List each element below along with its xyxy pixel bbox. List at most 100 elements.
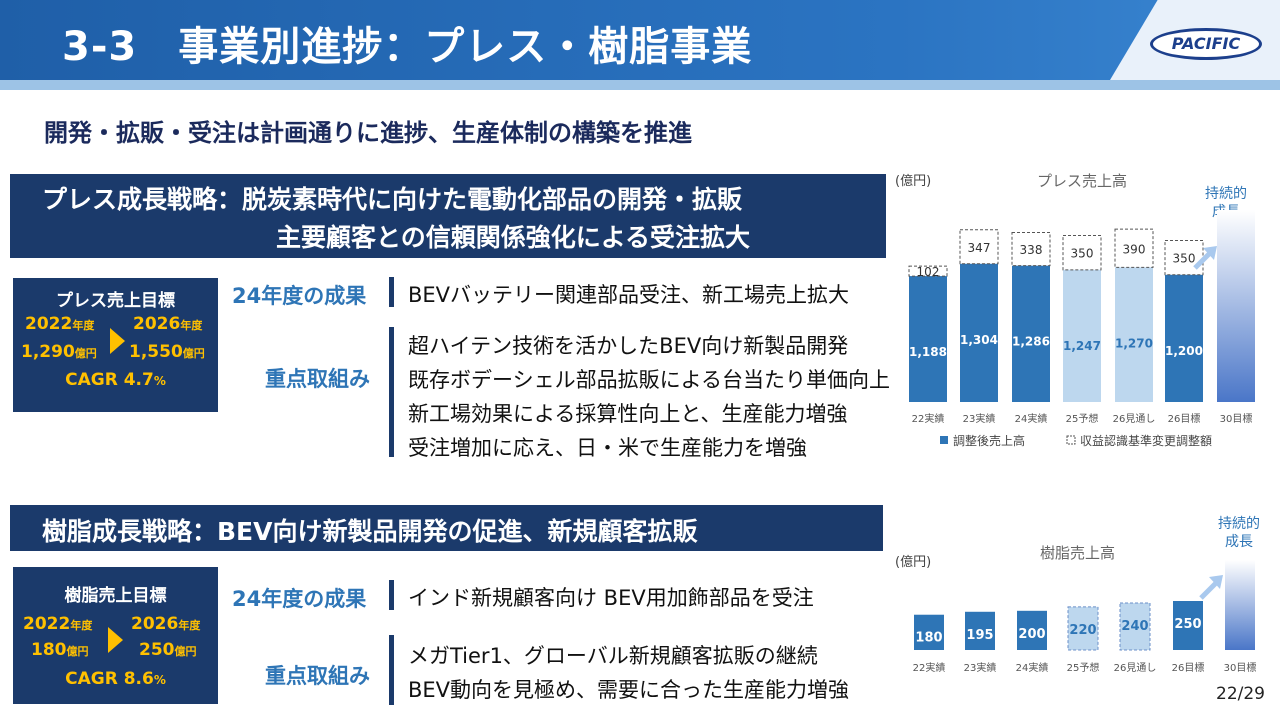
resin-bar <box>914 614 944 650</box>
resin-bar-label: 250 <box>1174 617 1201 632</box>
press-x-tick: 23実績 <box>963 412 996 425</box>
resin-bar-label: 220 <box>1069 623 1096 638</box>
press-x-tick: 25予想 <box>1066 412 1099 425</box>
resin-bar-label: 180 <box>915 631 942 646</box>
press-bar <box>1063 269 1101 402</box>
resin-bar-label: 195 <box>966 628 993 643</box>
growth-arrow-icon <box>1199 580 1219 600</box>
press-bar-label: 1,286 <box>1012 335 1050 349</box>
press-bar <box>1115 267 1153 402</box>
resin-focus-item: BEV動向を見極め、需要に合った生産能力増強 <box>408 678 850 702</box>
legend-label: 調整後売上高 <box>953 433 1025 448</box>
press-adjustment-bar <box>1062 235 1102 271</box>
legend-swatch <box>1066 435 1076 445</box>
resin-target-box: 樹脂売上目標 2022年度 2026年度 180億円 250億円 CAGR 8.… <box>13 567 218 704</box>
press-chart-unit: (億円) <box>895 174 932 189</box>
resin-bar <box>965 611 995 650</box>
press-adjustment-bar <box>1011 232 1051 267</box>
resin-bar <box>1173 601 1203 650</box>
press-adjustment-label: 347 <box>968 241 991 255</box>
resin-results-text: インド新規顧客向け BEV用加飾部品を受注 <box>408 586 814 610</box>
resin-target-year-from: 2022年度 <box>23 614 93 634</box>
resin-strategy-line1: 樹脂成長戦略：BEV向け新製品開発の促進、新規顧客拡販 <box>42 517 698 546</box>
arrow-right-icon <box>110 328 125 354</box>
press-results-label: 24年度の成果 <box>232 284 367 308</box>
resin-chart-unit: (億円) <box>895 555 932 570</box>
resin-strategy-banner: 樹脂成長戦略：BEV向け新製品開発の促進、新規顧客拡販 <box>10 505 883 551</box>
press-strategy-line2: 主要顧客との信頼関係強化による受注拡大 <box>276 223 751 252</box>
press-adjustment-bar <box>959 229 999 265</box>
press-x-tick: 26見通し <box>1113 413 1156 425</box>
resin-chart-title: 樹脂売上高 <box>1040 544 1116 562</box>
press-target-box: プレス売上目標 2022年度 2026年度 1,290億円 1,550億円 CA… <box>13 278 218 412</box>
press-bar-label: 1,304 <box>960 333 998 347</box>
growth-arrow-icon <box>1193 250 1213 270</box>
resin-chart: 180 195 200 220 240 250 22実績 23実績 24実績 25予想 26見通し 2… <box>913 560 1257 674</box>
resin-results-divider <box>389 580 394 610</box>
resin-x-tick: 23実績 <box>964 661 997 674</box>
resin-focus-label: 重点取組み <box>265 664 370 688</box>
press-adjustment-label: 102 <box>917 265 940 279</box>
resin-x-tick: 26目標 <box>1172 661 1205 674</box>
page-title: 3-3 事業別進捗：プレス・樹脂事業 <box>62 24 753 70</box>
press-adjustment-label: 350 <box>1173 252 1196 266</box>
company-logo: PACIFIC <box>1150 28 1262 60</box>
resin-target-value-from: 180億円 <box>31 640 89 660</box>
resin-target-value-to: 250億円 <box>139 640 197 660</box>
press-target-year-to: 2026年度 <box>133 314 203 334</box>
press-focus-divider <box>389 327 394 457</box>
press-x-tick: 24実績 <box>1015 412 1048 425</box>
press-focus-label: 重点取組み <box>265 367 370 391</box>
resin-bar-label: 240 <box>1121 619 1148 634</box>
press-target-value-from: 1,290億円 <box>21 342 97 362</box>
press-adjustment-label: 350 <box>1071 247 1094 261</box>
press-chart: 1,188 102 1,304 347 1,286 338 1,247 350 1,270 390… <box>908 210 1255 448</box>
press-bar <box>1165 274 1203 402</box>
resin-results-label: 24年度の成果 <box>232 587 367 611</box>
press-target-cagr: CAGR 4.7% <box>65 370 166 390</box>
slide-subtitle: 開発・拡販・受注は計画通りに進捗、生産体制の構築を推進 <box>44 119 692 147</box>
resin-x-tick: 24実績 <box>1016 661 1049 674</box>
page-number: 22/29 <box>1216 684 1265 704</box>
press-target-value-to: 1,550億円 <box>129 342 205 362</box>
press-bar-label: 1,188 <box>909 345 947 359</box>
press-x-tick: 30目標 <box>1220 412 1253 425</box>
growth-arrow-icon <box>1203 246 1217 260</box>
resin-bar-target-2030 <box>1225 560 1255 650</box>
press-bar-target-2030 <box>1217 210 1255 402</box>
press-adjustment-label: 338 <box>1020 243 1043 257</box>
resin-x-tick: 30目標 <box>1224 661 1257 674</box>
press-bar <box>909 276 947 402</box>
header-bar <box>0 0 1280 80</box>
press-focus-item: 受注増加に応え、日・米で生産能力を増強 <box>408 436 807 460</box>
press-adjustment-bar <box>908 265 948 277</box>
legend-label: 収益認識基準変更調整額 <box>1080 433 1212 448</box>
resin-growth-label: 持続的 成長 <box>1218 516 1260 550</box>
press-focus-item: 新工場効果による採算性向上と、生産能力増強 <box>408 402 848 426</box>
legend-swatch <box>940 436 948 444</box>
press-x-tick: 22実績 <box>912 412 945 425</box>
press-target-title: プレス売上目標 <box>56 291 175 311</box>
growth-arrow-icon <box>1209 575 1223 589</box>
resin-focus-item: メガTier1、グローバル新規顧客拡販の継続 <box>408 644 818 668</box>
resin-bar-label: 200 <box>1018 627 1045 642</box>
resin-target-title: 樹脂売上目標 <box>64 586 167 606</box>
resin-bar <box>1067 606 1099 651</box>
press-results-divider <box>389 277 394 307</box>
press-target-year-from: 2022年度 <box>25 314 95 334</box>
resin-x-tick: 26見通し <box>1114 662 1157 674</box>
arrow-right-icon <box>108 627 123 653</box>
press-strategy-banner: プレス成長戦略：脱炭素時代に向けた電動化部品の開発・拡販 主要顧客との信頼関係強… <box>10 174 886 258</box>
resin-bar <box>1119 602 1151 651</box>
header-stripe <box>0 80 1280 90</box>
press-chart-title: プレス売上高 <box>1037 172 1128 190</box>
press-adjustment-bar <box>1114 228 1154 268</box>
resin-x-tick: 22実績 <box>913 661 946 674</box>
press-adjustment-label: 390 <box>1123 242 1146 256</box>
resin-x-tick: 25予想 <box>1067 661 1100 674</box>
resin-target-cagr: CAGR 8.6% <box>65 669 166 689</box>
resin-bar <box>1017 610 1047 650</box>
press-bar-label: 1,270 <box>1115 336 1153 350</box>
press-bar <box>1012 265 1050 402</box>
press-bar-label: 1,247 <box>1063 339 1101 353</box>
